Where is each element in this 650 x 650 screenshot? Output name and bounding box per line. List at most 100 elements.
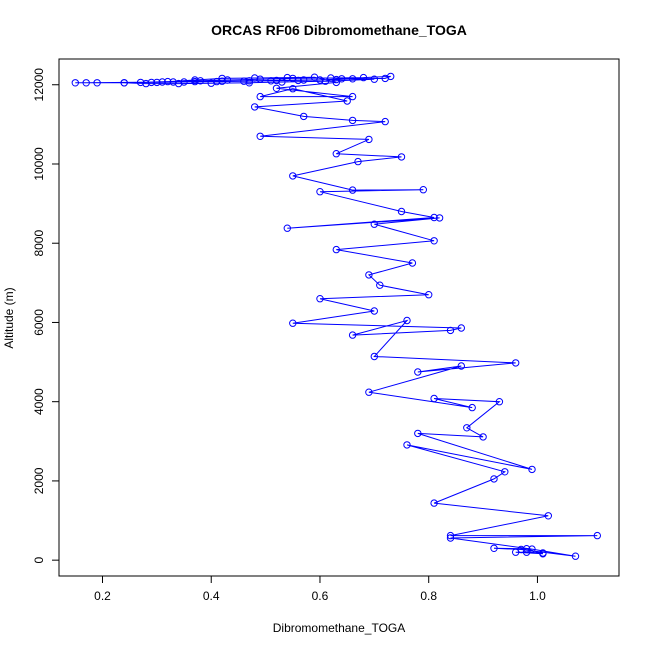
data-point [593,531,601,540]
data-point [300,76,308,84]
data-point [120,79,128,87]
data-point [468,403,476,412]
data-point [278,78,286,86]
y-tick-label: 8000 [32,230,46,257]
data-point [365,135,373,144]
data-point [522,545,531,553]
plot-frame [58,58,620,577]
chart-title: ORCAS RF06 Dibromomethane_TOGA [211,22,467,38]
data-point [332,150,340,158]
y-tick-label: 0 [32,556,46,563]
data-point [251,103,259,111]
data-point [142,79,150,88]
y-tick-label: 12000 [32,68,46,102]
data-point [419,186,427,194]
data-point [430,237,438,245]
data-point [490,475,498,483]
data-point [267,77,275,85]
data-point [430,499,438,507]
x-tick-label: 0.8 [420,589,437,603]
x-tick-label: 0.4 [203,589,220,603]
data-point [207,79,215,87]
data-point [332,245,340,254]
data-point [289,85,297,93]
data-point [425,291,433,299]
data-point [327,74,335,82]
data-point [370,307,378,315]
data-point [153,78,161,87]
data-point [479,433,487,441]
data-point [408,259,417,267]
data-point [136,78,145,87]
data-point [365,271,373,279]
data-point [403,316,411,325]
data-point [256,92,264,101]
data-point [370,220,378,228]
data-point [93,79,101,87]
data-point [348,331,357,339]
data-point [223,76,232,84]
y-axis-label: Altitude (m) [2,287,16,348]
data-point [430,394,438,403]
data-point [316,188,324,196]
y-tick-label: 10000 [32,147,46,181]
data-point [495,398,504,406]
data-point [414,429,422,438]
data-point [71,79,80,87]
data-point [376,281,384,289]
data-point [539,549,547,557]
data-point [332,78,340,87]
data-point [457,362,465,370]
data-point [256,75,264,83]
data-point [381,117,389,126]
data-point [370,352,378,361]
data-point [300,112,308,121]
data-point [528,465,536,474]
data-point [544,512,552,520]
data-point [218,77,226,85]
data-point [256,132,264,141]
data-point [310,73,319,81]
data-point [196,77,205,85]
series-layer [71,72,601,560]
data-point [283,224,291,232]
data-point [147,78,156,87]
x-tick-label: 0.2 [94,589,111,603]
data-point [289,172,297,180]
data-point [158,78,167,86]
data-point [522,548,531,556]
data-point [82,79,90,87]
x-tick-label: 1.0 [529,589,546,603]
data-point [446,534,455,542]
data-point [343,97,351,105]
data-point [348,186,357,194]
data-point [164,77,172,86]
data-point [316,295,324,303]
data-point [338,75,346,83]
data-point [272,76,281,85]
data-point [463,424,471,432]
data-point [403,441,411,449]
data-point [359,73,368,82]
data-point [245,79,254,87]
data-point [348,92,357,101]
data-point [430,213,438,222]
data-point [365,388,373,396]
data-point [169,78,177,86]
data-point [272,84,281,93]
data-point [294,76,302,85]
data-point [213,77,221,86]
data-point [457,324,465,332]
y-axis: 0 2000 4000 6000 8000 10000 12000 [32,68,59,563]
data-point [414,368,422,376]
data-point [218,74,226,83]
data-point [501,468,509,476]
data-point [446,531,455,540]
y-tick-label: 4000 [32,388,46,415]
data-point [174,79,183,88]
data-point [571,552,580,560]
data-point [512,548,520,556]
data-point [490,544,498,552]
data-point [332,75,340,84]
